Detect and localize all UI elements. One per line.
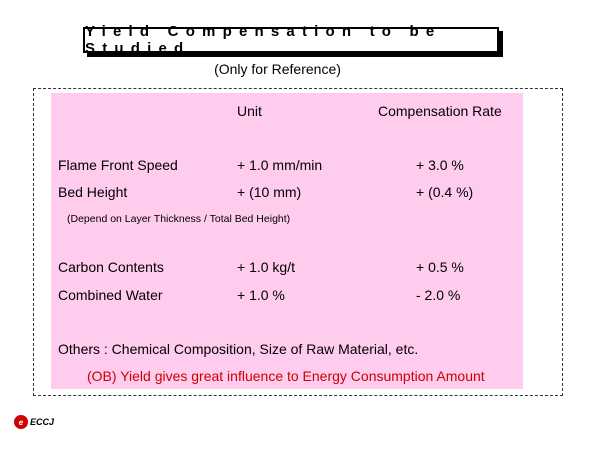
header-compensation-rate: Compensation Rate: [378, 103, 502, 119]
eccj-logo: e ECCJ: [14, 415, 54, 429]
row-rate: - 2.0 %: [416, 287, 461, 303]
row-rate: + 3.0 %: [416, 157, 464, 173]
others-note: Others : Chemical Composition, Size of R…: [58, 341, 419, 357]
row-unit: + 1.0 kg/t: [237, 259, 295, 275]
conclusion-note: (OB) Yield gives great influence to Ener…: [87, 368, 485, 384]
row-rate: + 0.5 %: [416, 259, 464, 275]
row-rate: + (0.4 %): [416, 184, 474, 200]
slide-title-text: Yield Compensation to be Studied: [85, 23, 442, 57]
eccj-logo-text: ECCJ: [30, 417, 55, 427]
slide-title: Yield Compensation to be Studied: [83, 23, 499, 57]
header-unit: Unit: [237, 103, 262, 119]
row-label: Combined Water: [58, 287, 163, 303]
row-unit: + 1.0 %: [237, 287, 285, 303]
subtitle: (Only for Reference): [214, 61, 341, 77]
row-label: Bed Height: [58, 184, 128, 200]
row-label: Flame Front Speed: [58, 157, 178, 173]
row-label: Carbon Contents: [58, 259, 164, 275]
bed-height-note: (Depend on Layer Thickness / Total Bed H…: [67, 213, 291, 225]
eccj-logo-icon: e: [14, 415, 28, 429]
row-unit: + (10 mm): [237, 184, 302, 200]
dotted-frame: [33, 88, 563, 396]
row-unit: + 1.0 mm/min: [237, 157, 323, 173]
content-panel: [51, 93, 523, 389]
